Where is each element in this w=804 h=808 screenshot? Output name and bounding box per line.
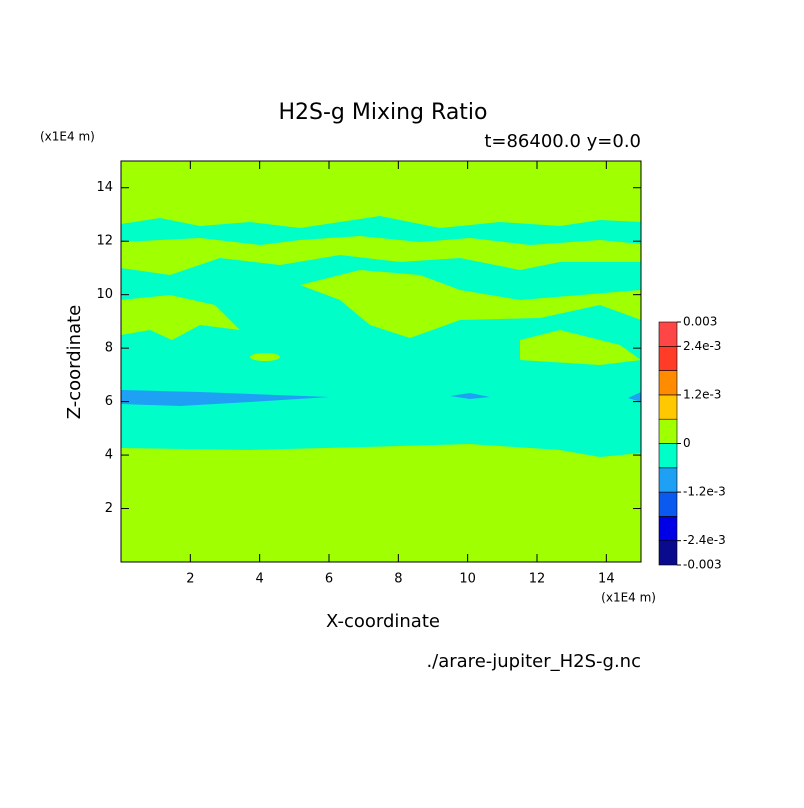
colorbar-tick-label: 2.4e-3: [683, 339, 721, 353]
contour-field: [121, 161, 641, 562]
contour-region: [250, 353, 280, 361]
contour-region: [121, 390, 330, 406]
plot-frame: [120, 160, 642, 563]
x-tick-label: 2: [186, 572, 194, 587]
y-tick-label: 10: [96, 287, 113, 302]
colorbar-swatch: [658, 467, 678, 493]
source-label: ./arare-jupiter_H2S-g.nc: [426, 651, 641, 672]
colorbar-tick-label: -0.003: [683, 558, 722, 572]
colorbar-swatch: [658, 418, 678, 444]
x-tick-label: 10: [459, 572, 476, 587]
colorbar-swatch: [658, 370, 678, 396]
y-tick-label: 4: [105, 448, 113, 463]
y-tick-label: 8: [105, 341, 113, 356]
colorbar-tick-label: 1.2e-3: [683, 387, 721, 401]
y-tick-label: 6: [105, 394, 113, 409]
contour-region: [300, 270, 641, 338]
chart-title: H2S-g Mixing Ratio: [278, 100, 487, 125]
colorbar-tick-label: 0.003: [683, 315, 717, 329]
y-unit: (x1E4 m): [40, 130, 95, 144]
colorbar-swatch: [658, 321, 678, 347]
x-unit: (x1E4 m): [601, 591, 656, 605]
contour-region: [121, 236, 641, 275]
contour-region: [450, 393, 490, 399]
x-tick-label: 4: [256, 572, 264, 587]
y-tick-label: 2: [105, 501, 113, 516]
chart-subtitle: t=86400.0 y=0.0: [484, 131, 641, 152]
colorbar-swatch: [658, 491, 678, 517]
colorbar-swatch: [658, 516, 678, 542]
x-tick-label: 6: [325, 572, 333, 587]
y-tick-label: 12: [96, 234, 113, 249]
colorbar-swatch: [658, 443, 678, 469]
colorbar-swatch: [658, 394, 678, 420]
colorbar-tick-label: -2.4e-3: [683, 533, 726, 547]
colorbar-swatch: [658, 345, 678, 371]
contour-region: [121, 295, 240, 340]
x-tick-label: 14: [598, 572, 615, 587]
y-tick-label: 14: [96, 180, 113, 195]
x-axis-label: X-coordinate: [326, 611, 440, 632]
contour-region: [628, 392, 641, 402]
colorbar-tick-label: 0: [683, 436, 691, 450]
contour-region: [520, 330, 641, 365]
y-axis-label: Z-coordinate: [64, 305, 85, 420]
colorbar-swatch: [658, 540, 678, 566]
colorbar-tick-label: -1.2e-3: [683, 485, 726, 499]
x-tick-label: 12: [529, 572, 546, 587]
x-tick-label: 8: [394, 572, 402, 587]
